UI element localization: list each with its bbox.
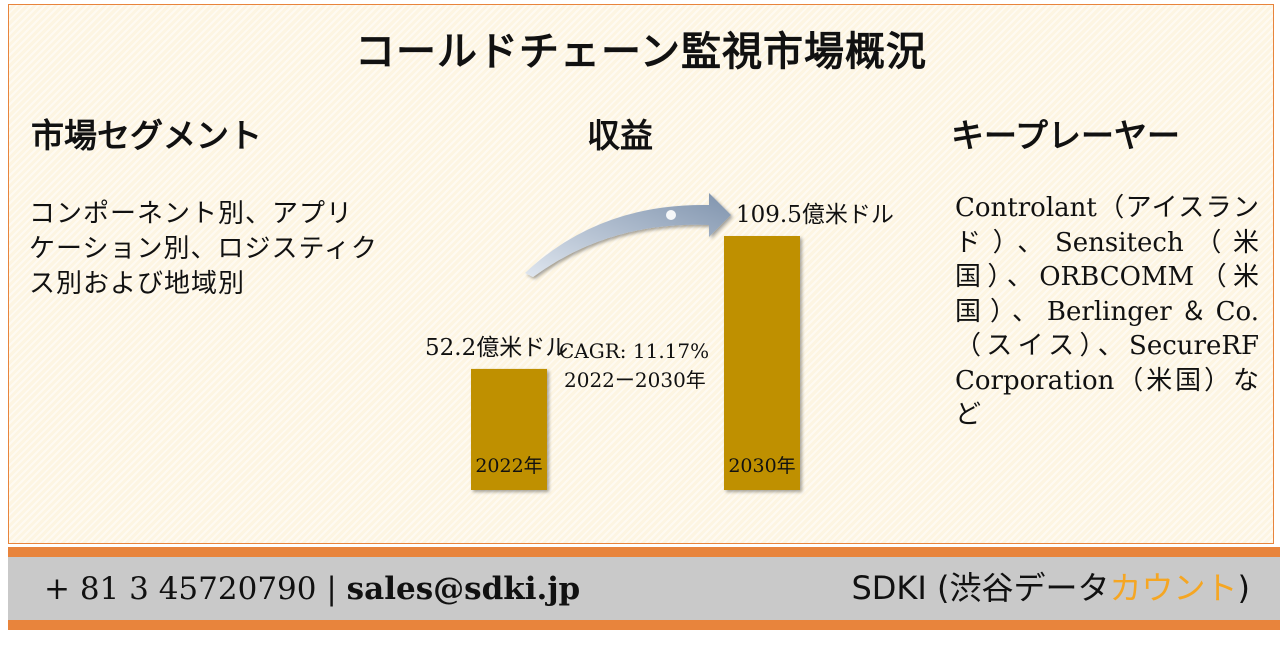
arrow-highlight-dot	[666, 210, 676, 220]
key-players-heading: キープレーヤー	[951, 116, 1181, 155]
value-label-1: 109.5億米ドル	[736, 202, 894, 228]
bar-1	[724, 236, 800, 490]
contact-info: + 81 3 45720790 | sales@sdki.jp	[44, 571, 580, 607]
overview-panel: コールドチェーン監視市場概況 市場セグメント 収益 キープレーヤー コンポーネン…	[8, 4, 1274, 544]
cagr-period-label: 2022ー2030年	[564, 368, 706, 392]
category-label-1: 2030年	[728, 455, 795, 477]
brand-accent: カウント	[1109, 569, 1238, 607]
cagr-label: CAGR: 11.17%	[559, 339, 709, 363]
revenue-heading: 収益	[587, 116, 653, 155]
revenue-chart: 2022年 52.2億米ドル 2030年 109.5億米ドル CAGR: 11.17%…	[425, 193, 894, 490]
brand-prefix: SDKI (渋谷データ	[851, 569, 1110, 607]
category-label-0: 2022年	[475, 455, 542, 477]
segments-text: コンポーネント別、アプリケーション別、ロジスティクス別および地域別	[29, 199, 378, 299]
brand-logo: SDKI (渋谷データカウント)	[851, 563, 1250, 609]
growth-arrow-icon	[525, 193, 731, 277]
segments-heading: 市場セグメント	[31, 116, 262, 155]
footer-top-band	[8, 547, 1280, 557]
brand-suffix: )	[1237, 569, 1250, 607]
contact-separator: |	[326, 571, 337, 607]
phone-number: + 81 3 45720790	[44, 571, 317, 607]
key-players-text: Controlant（アイスランド）、Sensitech（米国）、ORBCOMM…	[955, 193, 1259, 430]
footer-bottom-band	[8, 620, 1280, 630]
email-link[interactable]: sales@sdki.jp	[346, 571, 581, 607]
footer: + 81 3 45720790 | sales@sdki.jp SDKI (渋谷…	[8, 557, 1280, 620]
page-title: コールドチェーン監視市場概況	[355, 28, 927, 75]
bar-0	[471, 368, 547, 490]
value-label-0: 52.2億米ドル	[425, 335, 568, 361]
